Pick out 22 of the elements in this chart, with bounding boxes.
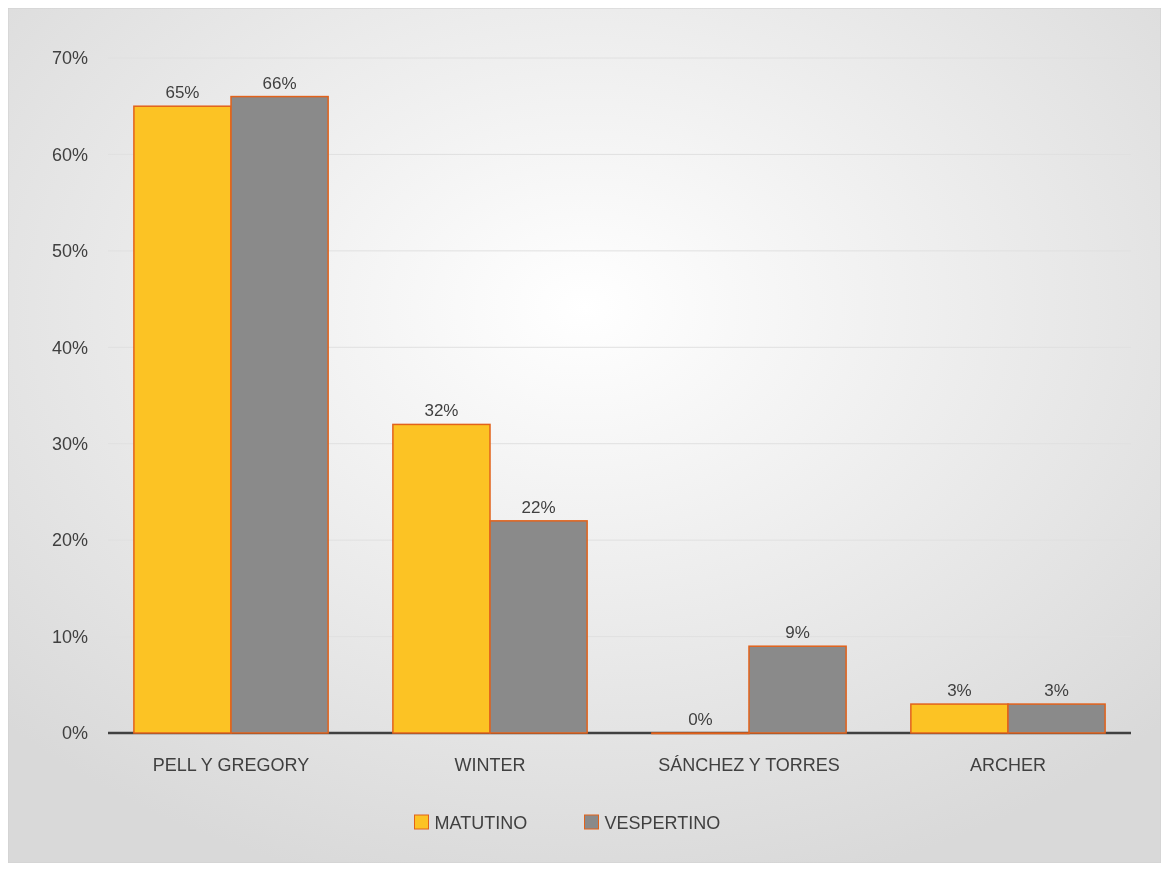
y-tick-label: 0% [61,723,88,744]
y-tick-label: 40% [51,337,88,358]
x-tick-label: PELL Y GREGORY [152,755,310,775]
data-label: 22% [521,497,556,517]
y-tick-label: 60% [51,144,88,165]
y-tick-label: 70% [51,48,88,69]
y-tick-label: 10% [51,626,88,647]
data-label: 9% [785,623,810,643]
x-tick-label: WINTER [454,755,526,775]
y-tick-label: 20% [51,530,88,551]
data-label: 3% [1044,681,1069,701]
data-label: 3% [947,681,972,701]
data-label: 32% [424,401,459,421]
x-tick-label: SÁNCHEZ Y TORRES [658,755,840,775]
legend-label: VESPERTINO [604,813,721,834]
y-tick-label: 50% [51,241,88,262]
data-label: 65% [165,83,200,103]
x-tick-label: ARCHER [969,755,1046,775]
legend-label: MATUTINO [434,813,528,834]
data-label: 66% [262,73,297,93]
data-label: 0% [688,710,713,729]
y-tick-label: 30% [51,434,88,455]
